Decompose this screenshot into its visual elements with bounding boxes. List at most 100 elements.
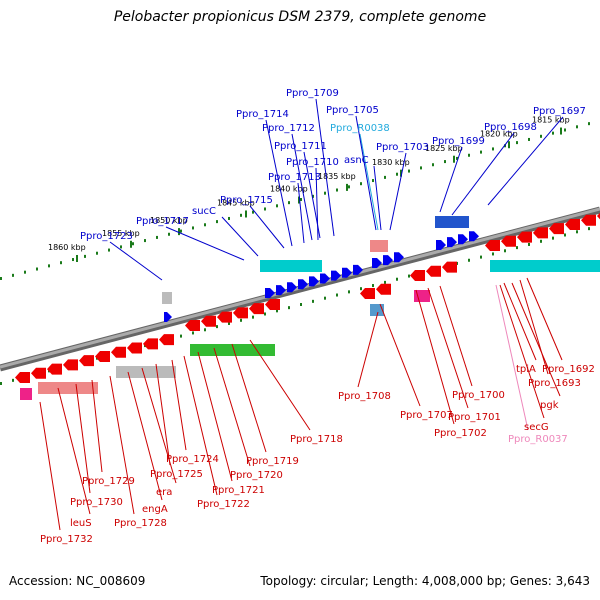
forward-gene-box	[260, 260, 322, 272]
upper-track-dot	[144, 239, 146, 243]
gene-label: Ppro_1703	[376, 142, 429, 153]
gene-label: Ppro_1702	[434, 428, 487, 439]
forward-gene-arrow	[164, 312, 172, 322]
label-leader	[109, 375, 135, 515]
reverse-gene-arrow	[565, 218, 580, 230]
label-leader	[109, 241, 163, 281]
gene-label: Ppro_1715	[220, 195, 273, 206]
reverse-gene-arrow	[442, 261, 457, 273]
forward-gene-arrow	[320, 273, 330, 284]
reverse-gene-box	[414, 290, 430, 302]
forward-gene-arrow	[309, 276, 319, 287]
gene-label: engA	[142, 504, 168, 515]
label-leader	[495, 284, 529, 431]
gene-label: Ppro_1724	[166, 454, 219, 465]
lower-track-dot	[216, 325, 218, 329]
gene-label: Ppro_1729	[82, 476, 135, 487]
label-leader	[297, 182, 305, 244]
lower-track-dot	[360, 287, 362, 291]
lower-track-dot	[408, 274, 410, 278]
reverse-gene-arrow	[31, 367, 46, 379]
gene-label: asnC	[344, 155, 369, 166]
label-leader	[165, 226, 245, 261]
label-leader	[171, 359, 187, 451]
label-leader	[249, 205, 285, 249]
upper-track-dot	[492, 147, 494, 151]
gene-label: Ppro_1711	[274, 141, 327, 152]
forward-gene-arrow	[353, 264, 363, 275]
reverse-gene-arrow	[127, 342, 142, 354]
lower-track-dot	[240, 318, 242, 322]
reverse-gene-arrow	[63, 359, 78, 371]
label-leader	[511, 282, 561, 397]
reverse-gene-box	[20, 388, 32, 400]
scale-tick-mark	[298, 196, 300, 204]
scale-tick: 1835 kbp	[318, 172, 356, 191]
reverse-gene-arrow	[143, 338, 158, 350]
reverse-gene-arrow	[549, 223, 564, 235]
reverse-gene-arrow	[95, 350, 110, 362]
forward-gene-arrow	[331, 270, 341, 281]
gene-label: Ppro_1698	[484, 122, 537, 133]
gene-label: Ppro_1709	[286, 88, 339, 99]
lower-track-dot	[564, 233, 566, 237]
forward-gene-box	[162, 292, 172, 304]
scale-label: 1825 kbp	[425, 144, 463, 153]
forward-gene-arrow	[436, 240, 446, 250]
upper-track-dot	[168, 232, 170, 236]
gene-label: Ppro_1697	[533, 106, 586, 117]
scale-tick: 1855 kbp	[102, 229, 140, 248]
upper-track-dot	[96, 251, 98, 255]
upper-track-dot	[48, 264, 50, 268]
scale-label: 1840 kbp	[270, 185, 308, 194]
scale-label: 1850 kbp	[150, 216, 188, 225]
upper-track-dot	[300, 198, 302, 201]
lower-track-dot	[12, 378, 14, 382]
upper-track-dot	[432, 163, 434, 167]
gene-label: Ppro_1725	[150, 469, 203, 480]
scale-label: 1855 kbp	[102, 229, 140, 238]
scale-tick: 1845 kbp	[217, 199, 255, 218]
forward-gene-arrow	[383, 255, 393, 266]
upper-track-dot	[240, 213, 242, 217]
upper-track-dot	[348, 185, 350, 189]
lower-track-dot	[204, 328, 206, 332]
upper-track-dot	[588, 122, 590, 126]
label-leader	[57, 387, 91, 515]
forward-gene-arrow	[372, 258, 382, 268]
reverse-gene-arrow	[265, 298, 280, 310]
reverse-gene-arrow	[517, 231, 532, 243]
label-leader	[499, 284, 545, 419]
gene-label: Ppro_1728	[114, 518, 167, 529]
lower-track-dot	[288, 306, 290, 310]
forward-gene-arrow	[469, 231, 479, 242]
scale-tick-mark	[178, 228, 180, 236]
label-leader	[315, 98, 335, 237]
upper-track-dot	[468, 153, 470, 157]
upper-track-dot	[576, 125, 578, 129]
label-leader	[39, 401, 61, 531]
label-leader	[141, 367, 177, 484]
scale-tick-mark	[245, 210, 247, 218]
lower-track-dot	[276, 309, 278, 313]
upper-track-dot	[132, 242, 134, 246]
upper-track-dot	[504, 144, 506, 148]
reverse-gene-arrow	[485, 240, 500, 251]
scale-tick-mark	[453, 155, 455, 163]
scale-tick: 1815 kbp	[532, 116, 570, 135]
lower-track-dot	[312, 299, 314, 303]
label-leader	[439, 285, 473, 387]
lower-track-dot	[228, 321, 230, 325]
label-leader	[427, 287, 469, 409]
gene-label: pgk	[540, 400, 559, 411]
label-leader	[183, 355, 218, 496]
gene-label: Ppro_1710	[286, 157, 339, 168]
gene-label: Ppro_1717	[136, 216, 189, 227]
label-leader	[389, 152, 407, 231]
upper-track-dot	[0, 277, 2, 280]
scale-label: 1860 kbp	[48, 243, 86, 252]
gene-label: Ppro_1692	[542, 364, 595, 375]
map-title: Pelobacter propionicus DSM 2379, complet…	[113, 9, 487, 25]
gene-label: Ppro_1720	[230, 470, 283, 481]
gene-label: Ppro_1714	[236, 109, 289, 120]
